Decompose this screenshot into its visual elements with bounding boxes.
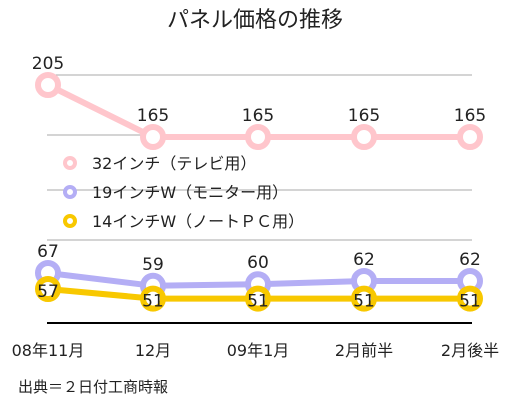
legend-item: 14インチW（ノートＰＣ用） <box>63 212 304 231</box>
data-label: 57 <box>37 282 59 302</box>
x-tick-label: 08年11月 <box>12 341 85 360</box>
legend-marker <box>63 214 77 228</box>
x-tick-label: 09年1月 <box>227 341 290 360</box>
legend-marker <box>63 185 77 199</box>
x-tick-label: 2月前半 <box>335 341 393 360</box>
data-point <box>245 124 271 150</box>
data-point <box>35 72 61 98</box>
data-label: 51 <box>459 292 481 312</box>
data-label: 51 <box>142 292 164 312</box>
legend-marker <box>63 156 77 170</box>
data-label: 165 <box>137 106 169 126</box>
legend-label: 19インチW（モニター用） <box>92 183 288 202</box>
data-label: 205 <box>32 54 64 74</box>
data-point <box>140 124 166 150</box>
series-layer: 205 165 165 165 165 67 59 60 62 62 57 51 51 51 51 <box>32 54 486 312</box>
source-note: 出典＝２日付工商時報 <box>18 378 168 396</box>
data-point <box>457 124 483 150</box>
data-point <box>245 285 271 312</box>
data-label: 60 <box>247 253 269 273</box>
data-label: 51 <box>247 292 269 312</box>
data-label: 62 <box>459 250 481 270</box>
legend-item: 19インチW（モニター用） <box>63 183 288 202</box>
data-label: 51 <box>353 292 375 312</box>
x-tick-label: 12月 <box>135 341 171 360</box>
data-label: 165 <box>242 106 274 126</box>
data-point <box>351 285 377 312</box>
data-label: 67 <box>37 242 59 262</box>
legend-item: 32インチ（テレビ用） <box>63 154 256 173</box>
x-tick-label: 2月後半 <box>441 341 499 360</box>
data-label: 62 <box>353 250 375 270</box>
data-label: 59 <box>142 255 164 275</box>
series-group: 205 165 165 165 165 <box>32 54 486 150</box>
data-label: 165 <box>454 106 486 126</box>
data-point <box>351 124 377 150</box>
data-point <box>35 276 61 302</box>
legend-label: 14インチW（ノートＰＣ用） <box>92 212 304 231</box>
data-point <box>140 285 166 312</box>
data-label: 165 <box>348 106 380 126</box>
x-axis-tick-labels: 08年11月 12月 09年1月 2月前半 2月後半 <box>12 341 499 360</box>
legend: 32インチ（テレビ用） 19インチW（モニター用） 14インチW（ノートＰＣ用） <box>63 154 304 231</box>
series-group: 57 51 51 51 51 <box>35 276 483 312</box>
data-point <box>457 285 483 312</box>
legend-label: 32インチ（テレビ用） <box>92 154 256 173</box>
chart-title: パネル価格の推移 <box>167 8 343 33</box>
